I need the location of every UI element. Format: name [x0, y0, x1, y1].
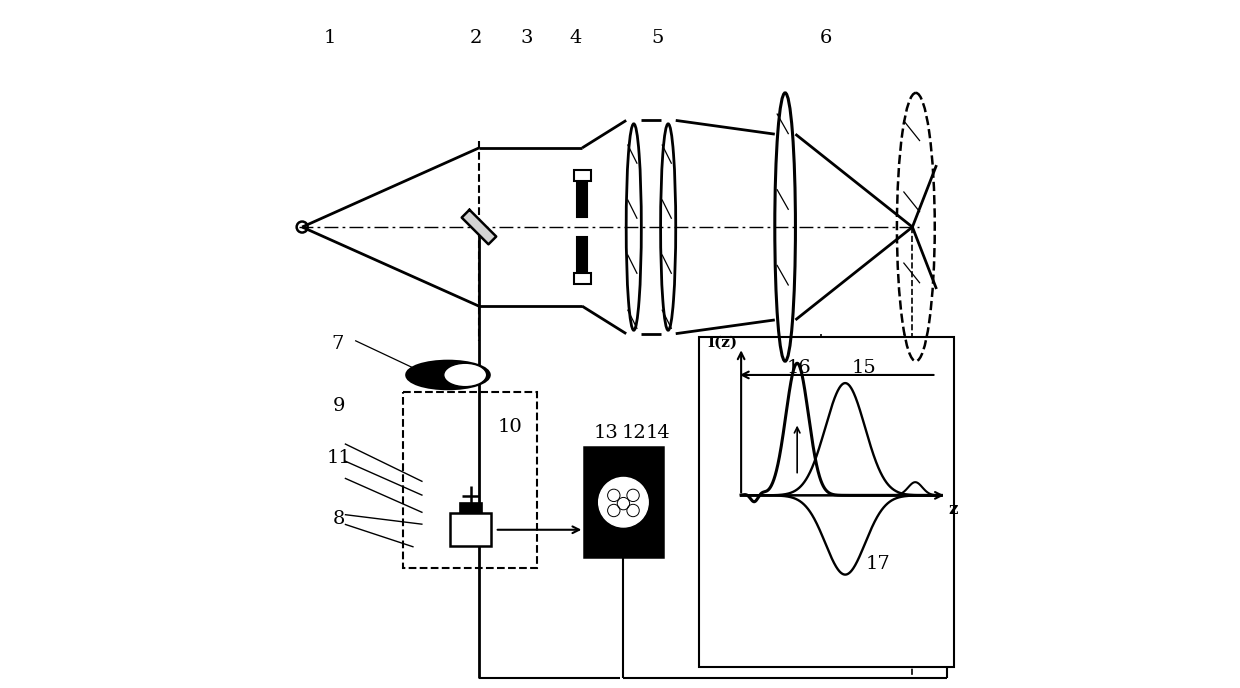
Bar: [699, 337, 954, 667]
Bar: [403, 392, 537, 568]
Bar: [577, 181, 588, 217]
Ellipse shape: [407, 361, 490, 389]
Text: I(z): I(z): [708, 336, 738, 350]
Text: 12: 12: [621, 424, 646, 442]
Text: 14: 14: [646, 424, 670, 442]
Text: 13: 13: [594, 424, 619, 442]
Circle shape: [599, 477, 649, 527]
Text: 15: 15: [852, 359, 877, 377]
Circle shape: [608, 504, 620, 517]
Bar: [460, 503, 481, 513]
Circle shape: [618, 497, 630, 510]
Text: 1: 1: [324, 29, 336, 47]
Text: 10: 10: [497, 418, 522, 436]
Circle shape: [627, 489, 640, 502]
Bar: [574, 274, 590, 283]
Bar: [450, 513, 491, 546]
Text: 9: 9: [334, 397, 346, 415]
Circle shape: [608, 489, 620, 502]
Circle shape: [627, 504, 640, 517]
Text: 6: 6: [820, 29, 832, 47]
Bar: [584, 447, 663, 557]
Text: 3: 3: [521, 29, 533, 47]
Text: 8: 8: [334, 510, 346, 528]
Text: 11: 11: [327, 449, 352, 466]
Bar: [577, 237, 588, 274]
Text: 5: 5: [652, 29, 665, 47]
Text: 7: 7: [332, 335, 345, 353]
Text: z: z: [949, 501, 957, 518]
Text: 4: 4: [569, 29, 582, 47]
Text: 2: 2: [469, 29, 481, 47]
Bar: [574, 170, 590, 180]
Text: 16: 16: [786, 359, 811, 377]
Ellipse shape: [444, 363, 486, 387]
Text: 17: 17: [866, 555, 890, 573]
Polygon shape: [461, 210, 496, 244]
